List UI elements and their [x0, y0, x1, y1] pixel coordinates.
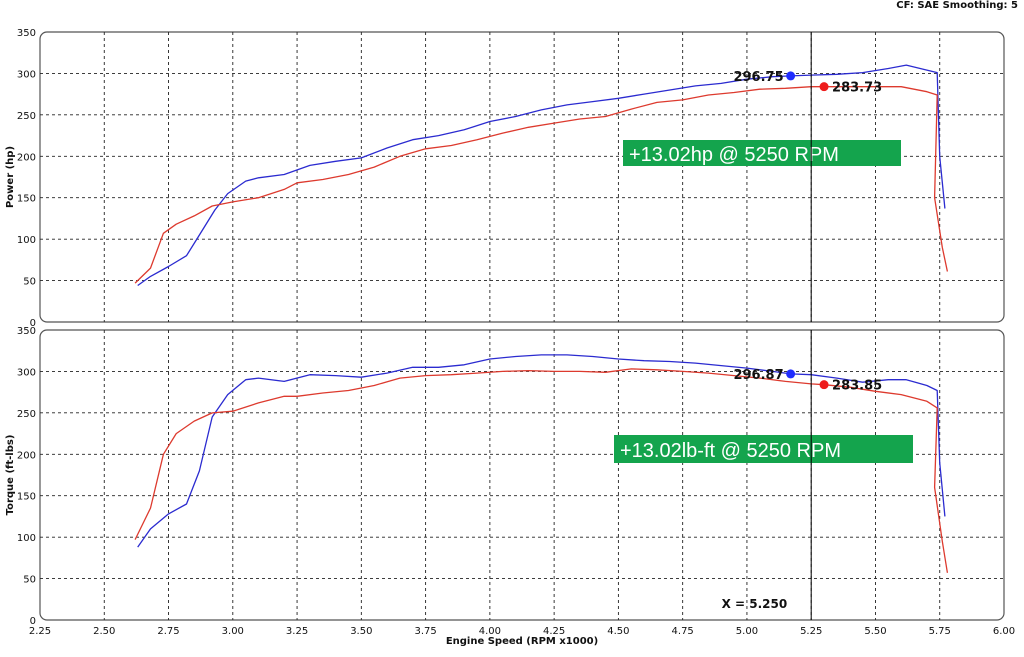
x-axis-title: Engine Speed (RPM x1000)	[446, 636, 598, 647]
torque-red-marker-dot	[819, 380, 829, 390]
torque-markers: 296.87 283.85	[733, 368, 882, 394]
power-grid	[40, 32, 1004, 322]
cursor-value-label: X = 5.250	[722, 597, 788, 611]
torque-blue-marker-dot	[786, 369, 796, 379]
power-blue-series-line	[137, 64, 946, 287]
power-y-ticks: 0 50 100 150 200 250 300 350	[17, 28, 36, 329]
power-y-tick-label: 300	[17, 69, 36, 80]
power-gain-text: +13.02hp @ 5250 RPM	[629, 144, 839, 166]
torque-blue-marker-label: 296.87	[733, 368, 783, 383]
power-markers: 296.75 283.73	[733, 70, 882, 96]
x-tick-label: 3.50	[350, 626, 372, 637]
x-tick-label: 5.50	[864, 626, 886, 637]
torque-red-marker-label: 283.85	[832, 379, 882, 394]
x-tick-label: 4.25	[543, 626, 565, 637]
torque-series-group	[134, 354, 949, 573]
x-axis-ticks: 2.25 2.50 2.75 3.00 3.25 3.50 3.75 4.00 4.25 4.50…	[29, 626, 1015, 637]
power-y-tick-label: 250	[17, 111, 36, 122]
torque-y-tick-label: 350	[17, 326, 36, 337]
torque-blue-series-line	[137, 354, 946, 548]
power-y-tick-label: 100	[17, 235, 36, 246]
power-y-tick-label: 350	[17, 28, 36, 39]
torque-plot-frame	[39, 329, 1005, 621]
torque-grid	[40, 330, 1004, 620]
torque-y-ticks: 0 50 100 150 200 250 300 350	[17, 326, 36, 627]
torque-gain-annotation: +13.02lb-ft @ 5250 RPM	[614, 435, 913, 463]
power-gain-annotation: +13.02hp @ 5250 RPM	[623, 140, 901, 166]
power-red-series-line	[134, 86, 949, 284]
power-red-marker-label: 283.73	[832, 81, 882, 96]
power-y-axis-title: Power (hp)	[5, 146, 16, 208]
power-gain-box	[623, 140, 901, 166]
torque-y-tick-label: 200	[17, 450, 36, 461]
power-blue-marker-label: 296.75	[733, 70, 783, 85]
torque-y-tick-label: 50	[23, 575, 36, 586]
x-tick-label: 2.25	[29, 626, 51, 637]
power-red-marker-dot	[819, 82, 829, 92]
power-y-tick-label: 0	[30, 318, 36, 329]
x-tick-label: 4.00	[479, 626, 501, 637]
power-series-group	[134, 64, 949, 287]
x-tick-label: 3.25	[286, 626, 308, 637]
x-tick-label: 3.75	[414, 626, 436, 637]
torque-y-tick-label: 150	[17, 492, 36, 503]
power-y-tick-label: 150	[17, 194, 36, 205]
x-tick-label: 4.75	[672, 626, 694, 637]
x-tick-label: 6.00	[993, 626, 1015, 637]
power-plot-frame	[39, 31, 1005, 323]
torque-y-tick-label: 250	[17, 409, 36, 420]
torque-panel: Torque (ft-lbs) 0 50 100 150 200 250 300 350 29…	[5, 326, 1005, 627]
torque-gain-box	[614, 435, 913, 463]
x-tick-label: 5.25	[800, 626, 822, 637]
torque-y-tick-label: 0	[30, 616, 36, 627]
rpm-cursor: X = 5.250	[722, 32, 812, 620]
x-tick-label: 2.50	[93, 626, 115, 637]
torque-y-axis-title: Torque (ft-lbs)	[5, 435, 16, 516]
torque-y-tick-label: 100	[17, 533, 36, 544]
header-settings-text: CF: SAE Smoothing: 5	[896, 0, 1018, 11]
torque-gain-text: +13.02lb-ft @ 5250 RPM	[620, 440, 841, 462]
x-tick-label: 5.00	[736, 626, 758, 637]
x-tick-label: 2.75	[157, 626, 179, 637]
x-tick-label: 5.75	[929, 626, 951, 637]
torque-red-series-line	[134, 368, 949, 573]
power-y-tick-label: 200	[17, 152, 36, 163]
x-tick-label: 4.50	[607, 626, 629, 637]
power-blue-marker-dot	[786, 71, 796, 81]
torque-y-tick-label: 300	[17, 367, 36, 378]
x-tick-label: 3.00	[222, 626, 244, 637]
power-y-tick-label: 50	[23, 277, 36, 288]
